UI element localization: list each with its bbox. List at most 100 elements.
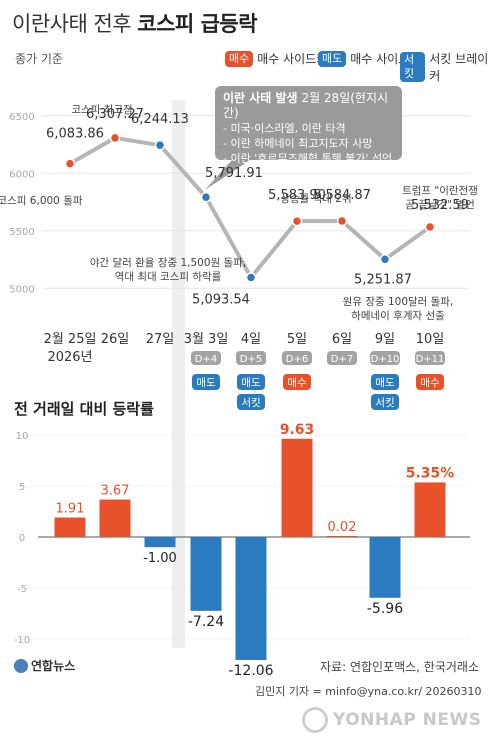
day-tag-bg xyxy=(370,351,400,365)
kospi-value-label: 5,251.87 xyxy=(354,272,412,287)
yonhap-logo-text: 연합뉴스 xyxy=(31,659,76,673)
line-ytick-label: 5500 xyxy=(9,227,34,238)
legend-buy-sidecar: 매수 매수 사이드카 xyxy=(225,50,327,67)
bar-ytick-label: 10 xyxy=(16,431,29,442)
event-tag-label: 매도 xyxy=(241,377,261,389)
day-tag-label: D+10 xyxy=(371,354,400,365)
change-bar xyxy=(281,438,313,537)
bar-chart-title: 전 거래일 대비 등락률 xyxy=(14,400,154,418)
kospi-point xyxy=(64,158,76,169)
day-tag-bg xyxy=(191,351,221,365)
title-bold: 코스피 급등락 xyxy=(137,12,258,36)
sell-sidecar-tag xyxy=(237,374,265,390)
kospi-value-label: 5,583.90 xyxy=(268,188,326,203)
bar-ytick-label: 0 xyxy=(19,533,25,544)
day-tag-label: D+6 xyxy=(286,354,308,365)
buy-sidecar-tag xyxy=(283,374,311,390)
event-tag-label: 서킷 xyxy=(241,397,260,409)
kospi-point xyxy=(291,215,303,227)
x-category-label: 5일 xyxy=(287,332,307,347)
change-value-label: 5.35% xyxy=(406,465,455,481)
legend-tag-buy: 매수 xyxy=(225,50,254,67)
sell-sidecar-tag xyxy=(192,374,220,390)
x-category-label: 10일 xyxy=(416,332,445,347)
yonhap-logo-icon xyxy=(14,658,28,673)
change-bar xyxy=(190,537,222,611)
annotation-text: 원유 장중 100달러 돌파, xyxy=(343,296,454,308)
day-tag-label: D+7 xyxy=(331,354,353,365)
callout-line: - 미국·이스라엘, 이란 타격 xyxy=(223,122,346,135)
subtitle: 종가 기준 xyxy=(15,52,63,66)
kospi-point xyxy=(336,215,348,227)
change-bar xyxy=(54,517,86,537)
kospi-value-label: 6,307.27 xyxy=(86,107,144,122)
change-value-label: 9.63 xyxy=(280,422,315,438)
yonhap-news-watermark: YONHAP NEWS xyxy=(302,707,481,733)
event-tag-label: 매수 xyxy=(287,377,307,389)
x-category-label: 26일 xyxy=(101,332,130,347)
change-value-label: 0.02 xyxy=(328,520,357,535)
bar-ytick-label: 5 xyxy=(19,482,25,493)
event-tag-label: 매도 xyxy=(375,377,395,389)
day-tag-label: D+11 xyxy=(416,354,445,365)
legend-label: 서킷 브레이커 xyxy=(429,52,489,83)
event-tag-label: 서킷 xyxy=(375,397,394,409)
credit-text: 김민지 기자 = minfo@yna.co.kr/ 20260310 xyxy=(255,685,482,698)
annotation-text: 야간 달러 환율 장중 1,500원 돌파, xyxy=(90,256,246,269)
callout-line: - 이란 하메네이 최고지도자 사망 xyxy=(223,137,373,150)
day-tag-label: D+5 xyxy=(240,354,262,365)
annotation-text: 코스피 최고점 xyxy=(71,104,132,116)
yonhap-logo: 연합뉴스 xyxy=(14,657,75,674)
kospi-point xyxy=(109,132,121,144)
change-value-label: 3.67 xyxy=(101,484,130,499)
annotation-text: 상승률 역대 2위 xyxy=(280,192,351,205)
source-text: 자료: 연합인포맥스, 한국거래소 xyxy=(320,660,480,674)
change-bar xyxy=(235,537,267,661)
sell-sidecar-tag xyxy=(371,374,399,390)
day-tag-bg xyxy=(415,351,445,365)
kospi-value-label: 5,532.59 xyxy=(411,198,469,213)
change-value-label: -7.24 xyxy=(188,614,224,630)
line-ytick-label: 5000 xyxy=(9,284,34,295)
x-year-label: 2026년 xyxy=(47,350,92,365)
annotation-text: 역대 최대 코스피 하락률 xyxy=(115,270,222,283)
change-value-label: 1.91 xyxy=(56,502,85,517)
annotation-text: 하메네이 후계자 선출 xyxy=(351,309,445,322)
circuit-breaker-tag xyxy=(371,394,399,410)
bar-ytick-label: -5 xyxy=(17,584,27,595)
annotation-text: 트럼프 "이란전쟁 xyxy=(402,184,478,197)
callout-pointer xyxy=(205,160,250,190)
kospi-point xyxy=(424,221,436,233)
kospi-point xyxy=(379,254,391,265)
x-category-label: 2월 25일 xyxy=(44,332,97,347)
page-title: 이란사태 전후 코스피 급등락 xyxy=(12,8,258,38)
day-tag-bg xyxy=(236,351,266,365)
circuit-breaker-tag xyxy=(237,394,265,410)
annotation-text: 코스피 6,000 돌파 xyxy=(0,195,83,207)
kospi-value-label: 5,093.54 xyxy=(192,292,250,307)
change-value-label: -1.00 xyxy=(143,551,177,566)
change-bar xyxy=(144,537,176,548)
change-value-label: -12.06 xyxy=(228,663,273,679)
x-category-label: 27일 xyxy=(146,332,175,347)
kospi-value-label: 6,083.86 xyxy=(46,127,104,142)
annotation-text: 곧 끝날것" 발언 xyxy=(405,199,474,211)
kospi-point xyxy=(154,139,166,151)
callout-line: - 이란 '호르무즈해협 통행 불가' 선언 xyxy=(223,152,393,165)
change-bar xyxy=(414,482,446,537)
event-highlight-band xyxy=(172,100,185,648)
title-light: 이란사태 전후 xyxy=(12,12,132,36)
event-callout: 이란 사태 발생 2월 28일(현지시간) - 미국·이스라엘, 이란 타격 -… xyxy=(215,86,402,165)
day-tag-bg xyxy=(282,351,312,365)
x-category-label: 4일 xyxy=(241,332,261,347)
kospi-point xyxy=(200,191,212,203)
day-tag-bg xyxy=(327,351,357,365)
kospi-value-label: 5,791.91 xyxy=(205,166,263,181)
x-category-label: 9일 xyxy=(375,332,395,347)
event-tag-label: 매도 xyxy=(196,377,216,389)
x-category-label: 3월 3일 xyxy=(184,332,229,347)
callout-head: 이란 사태 발생 xyxy=(223,91,298,105)
buy-sidecar-tag xyxy=(416,374,444,390)
change-bar xyxy=(326,536,358,537)
